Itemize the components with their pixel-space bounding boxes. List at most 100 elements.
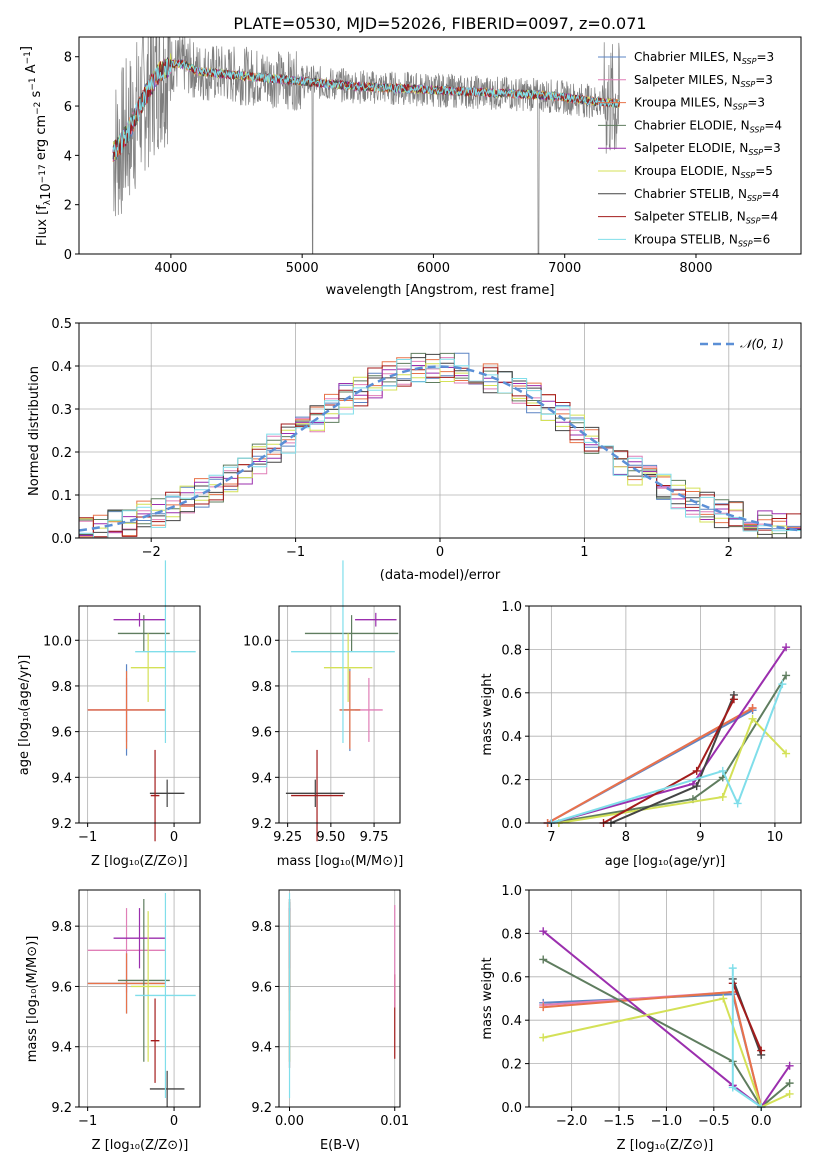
y-tick-label: 9.4: [51, 1041, 72, 1056]
y-tick-label: 0.0: [51, 532, 72, 547]
x-tick-label: 0: [436, 545, 444, 560]
age-vs-mass-frame: [278, 605, 401, 824]
legend-label: Kroupa MILES, NSSP=3: [634, 96, 765, 112]
mass-weight-point: [782, 749, 791, 758]
x-tick-label: 9.25: [273, 830, 302, 845]
mass-weight-point: [733, 799, 742, 808]
x-tick-label: −1.0: [651, 1114, 683, 1129]
legend-label: Kroupa STELIB, NSSP=6: [634, 232, 770, 248]
legend-label: 𝒩(0, 1): [740, 337, 784, 351]
residuals-ylabel: Normed distribution: [27, 366, 42, 496]
mass-vs-Z-ylabel: mass [log₁₀(M/M⊙)]: [25, 936, 40, 1063]
mass-weight-point: [728, 1083, 737, 1092]
mass-weight-point: [785, 1079, 794, 1088]
mass-weight-point: [757, 1046, 766, 1055]
y-tick-label: 0.0: [501, 817, 522, 832]
histogram-step-line: [79, 363, 801, 539]
y-tick-label: 9.4: [51, 771, 72, 786]
y-tick-label: 9.2: [251, 1101, 272, 1116]
mass-weight-point: [748, 703, 757, 712]
y-tick-label: 0.3: [51, 403, 72, 418]
mass-weight-vs-Z-axes: [529, 889, 801, 1108]
mass-weight-vs-age-axes: [529, 605, 801, 824]
mass-weight-vs-age-frame: [528, 605, 802, 824]
x-tick-label: −0.5: [698, 1114, 730, 1129]
mass-weight-point: [782, 643, 791, 652]
mass-vs-Z-frame: [78, 889, 201, 1108]
legend-label: Salpeter MILES, NSSP=3: [634, 73, 773, 89]
legend-label: Chabrier STELIB, NSSP=4: [634, 187, 779, 203]
mass-weight-point: [785, 1061, 794, 1070]
x-tick-label: 6000: [417, 261, 450, 276]
y-tick-label: 9.6: [251, 726, 272, 741]
x-tick-label: 7000: [548, 261, 581, 276]
x-tick-label: 0.01: [380, 1114, 409, 1129]
y-tick-label: 10.0: [43, 634, 72, 649]
x-tick-label: 0.00: [275, 1114, 304, 1129]
mass-weight-point: [539, 927, 548, 936]
x-tick-label: −2: [142, 545, 161, 560]
x-tick-label: 9: [696, 830, 704, 845]
legend-label: Chabrier ELODIE, NSSP=4: [634, 118, 782, 134]
mass-weight-point: [718, 766, 727, 775]
mass-weight-vs-Z-ylabel: mass weight: [480, 957, 495, 1039]
mass-weight-vs-age-ylabel: mass weight: [480, 673, 495, 755]
mass-weight-point: [785, 1089, 794, 1098]
mass-vs-EBV-frame: [278, 889, 401, 1108]
mass-weight-point: [778, 680, 787, 689]
x-tick-label: −1: [78, 830, 97, 845]
x-tick-label: −1.5: [603, 1114, 635, 1129]
mass-weight-point: [748, 714, 757, 723]
y-tick-label: 9.8: [51, 920, 72, 935]
y-tick-label: 0.2: [501, 1058, 522, 1073]
spectrum-model-line: [112, 58, 620, 158]
mass-weight-point: [692, 766, 701, 775]
y-tick-label: 0.1: [51, 489, 72, 504]
age-vs-Z-xlabel: Z [log₁₀(Z/Z⊙)]: [91, 854, 188, 869]
x-tick-label: −1: [286, 545, 305, 560]
legend-label: Chabrier MILES, NSSP=3: [634, 50, 774, 66]
y-tick-label: 0.4: [501, 730, 522, 745]
y-tick-label: 8: [64, 51, 72, 66]
mass-weight-vs-Z-frame: [528, 889, 802, 1108]
y-tick-label: 1.0: [501, 600, 522, 615]
mass-vs-EBV-xlabel: E(B-V): [320, 1138, 360, 1153]
x-tick-label: 9.75: [360, 830, 389, 845]
spectrum-ylabel: Flux [fλ10−17 erg cm−2 s−1 A−1]: [19, 46, 54, 246]
x-tick-label: 9.50: [316, 830, 345, 845]
y-tick-label: 9.6: [251, 980, 272, 995]
histogram-step-line: [79, 358, 801, 539]
y-tick-label: 9.6: [51, 726, 72, 741]
y-tick-label: 0.8: [501, 643, 522, 658]
y-tick-label: 10.0: [243, 634, 272, 649]
legend-label: Salpeter ELODIE, NSSP=3: [634, 141, 781, 157]
spectrum-frame: [78, 36, 802, 255]
x-tick-label: 4000: [154, 261, 187, 276]
x-tick-label: 1: [580, 545, 588, 560]
mass-weight-line: [603, 698, 735, 824]
x-tick-label: 5000: [286, 261, 319, 276]
y-tick-label: 0.6: [501, 687, 522, 702]
x-tick-label: 0.0: [751, 1114, 772, 1129]
age-vs-Z-frame: [78, 605, 201, 824]
y-tick-label: 6: [64, 100, 72, 115]
spectrum-data: [112, 37, 620, 254]
x-tick-label: 8: [622, 830, 630, 845]
y-tick-label: 9.4: [251, 771, 272, 786]
mass-weight-point: [692, 782, 701, 791]
legend-label: Kroupa ELODIE, NSSP=5: [634, 164, 773, 180]
x-tick-label: 7: [547, 830, 555, 845]
mass-weight-point: [782, 671, 791, 680]
y-tick-label: 0.4: [51, 360, 72, 375]
spectrum-xlabel: wavelength [Angstrom, rest frame]: [326, 283, 555, 298]
y-tick-label: 0.8: [501, 927, 522, 942]
mass-weight-line: [551, 683, 784, 824]
x-tick-label: −1: [78, 1114, 97, 1129]
y-tick-label: 9.8: [51, 680, 72, 695]
x-tick-label: 2: [725, 545, 733, 560]
y-tick-label: 0.2: [501, 774, 522, 789]
y-tick-label: 9.6: [51, 980, 72, 995]
mass-weight-line: [558, 716, 787, 824]
